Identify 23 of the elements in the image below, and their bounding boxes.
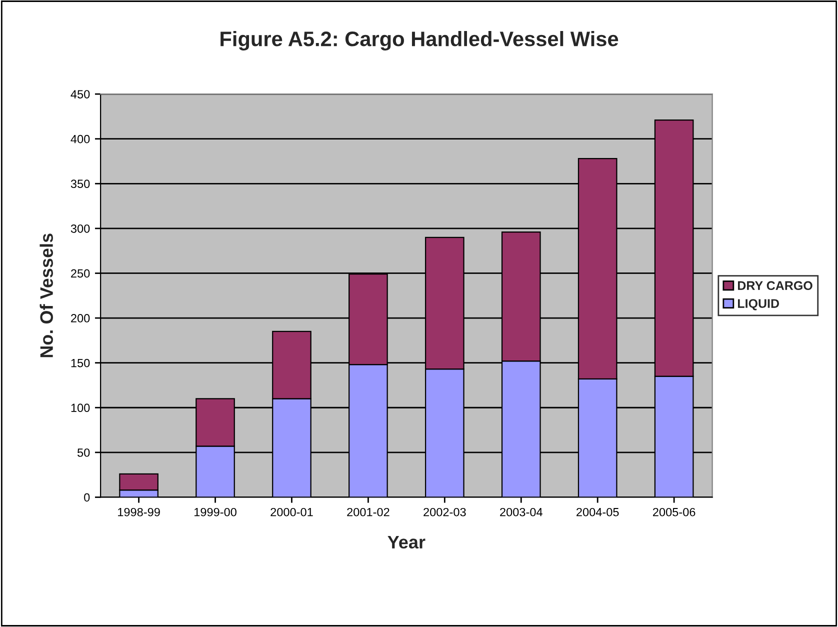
x-axis-title: Year bbox=[388, 536, 426, 549]
y-tick-label: 150 bbox=[71, 358, 90, 368]
y-tick-label: 100 bbox=[71, 404, 90, 412]
x-tick-label: 1998-99 bbox=[118, 508, 160, 516]
y-tick-label: 300 bbox=[70, 224, 90, 233]
y-tick-label: 250 bbox=[71, 269, 90, 278]
y-tick-label: 200 bbox=[71, 314, 90, 322]
y-tick-label: 350 bbox=[70, 180, 90, 188]
x-tick-label: 2003-04 bbox=[500, 508, 542, 516]
chart-title: Figure A5.2: Cargo Handled-Vessel Wise bbox=[220, 31, 618, 51]
y-axis-title: No. Of Vessels bbox=[40, 234, 53, 358]
y-tick-label: 0 bbox=[84, 493, 90, 502]
legend-label: LIQUID bbox=[738, 299, 779, 310]
x-tick-label: 2005-06 bbox=[653, 508, 696, 516]
x-tick-label: 1999-00 bbox=[194, 508, 236, 516]
y-tick-label: 50 bbox=[77, 448, 90, 457]
x-tick-label: 2001-02 bbox=[347, 508, 390, 516]
x-tick-label: 2002-03 bbox=[424, 508, 466, 516]
y-tick-label: 400 bbox=[70, 134, 90, 144]
x-tick-label: 2000-01 bbox=[270, 508, 313, 516]
y-tick-label: 450 bbox=[70, 90, 90, 98]
legend-label: DRY CARGO bbox=[738, 281, 812, 290]
x-tick-label: 2004-05 bbox=[576, 508, 619, 516]
